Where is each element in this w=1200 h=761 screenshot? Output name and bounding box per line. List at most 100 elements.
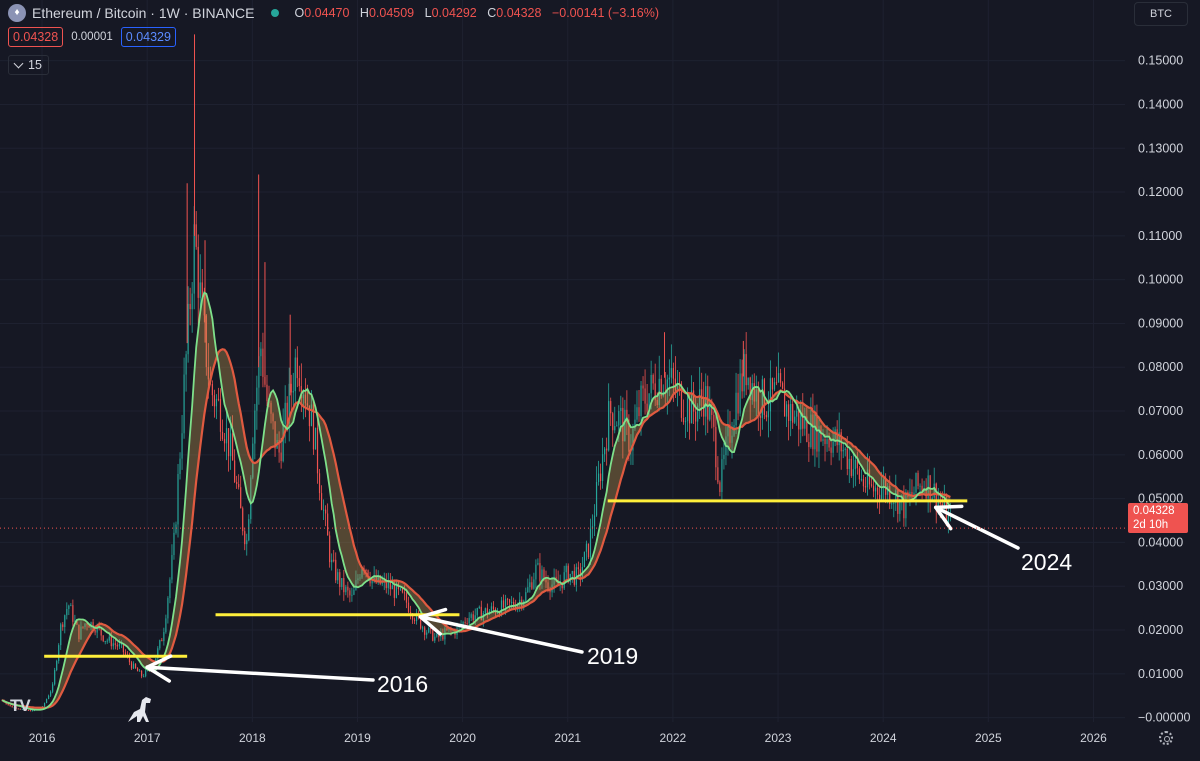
arrow-head [418, 615, 442, 636]
candle-body [50, 691, 52, 696]
candle-body [818, 426, 820, 452]
currency-button[interactable]: BTC [1134, 2, 1188, 26]
x-tick-label: 2026 [1080, 731, 1107, 745]
candle-body [171, 554, 173, 580]
indicator-toggle[interactable]: 15 [8, 55, 49, 75]
low-label: L [424, 6, 432, 20]
candle-body [561, 583, 563, 589]
candle-body [306, 403, 309, 406]
candle-body [68, 605, 70, 609]
candle-body [339, 572, 341, 587]
candle-body [852, 469, 854, 476]
candle-body [765, 414, 767, 418]
candle-body [102, 635, 104, 642]
candle-body [824, 439, 826, 445]
candle-body [616, 425, 618, 427]
candle-body [860, 479, 863, 481]
candle-body [634, 419, 636, 429]
candle-body [472, 614, 474, 621]
candle-body [195, 224, 197, 247]
candle-body [341, 578, 343, 587]
candle-body [666, 379, 668, 394]
candle-body [935, 483, 937, 510]
x-tick-label: 2021 [554, 731, 581, 745]
candle-body [238, 483, 240, 488]
candle-body [300, 386, 302, 399]
candle-body [54, 670, 56, 685]
candle-body [25, 709, 27, 711]
candle-body [116, 644, 118, 647]
candle-body [308, 405, 311, 427]
candle-body [749, 377, 751, 401]
candle-body [80, 626, 82, 640]
candle-body [21, 708, 23, 710]
candle-body [879, 494, 881, 500]
candle-body [786, 404, 788, 417]
buy-price-button[interactable]: 0.04329 [120, 27, 176, 47]
candle-body [173, 532, 175, 555]
candle-body [232, 433, 234, 461]
candle-body [804, 416, 806, 429]
market-status-icon[interactable] [270, 9, 279, 17]
candle-body [13, 707, 15, 709]
price-scale[interactable]: 0.15000 0.14000 0.13000 0.12000 0.11000 0.100… [1138, 54, 1191, 725]
candle-body [832, 439, 834, 453]
candle-body [159, 640, 161, 649]
candle-body [278, 439, 280, 453]
candle-body [246, 540, 248, 545]
y-tick-label: 0.02000 [1138, 623, 1183, 637]
gear-icon[interactable] [1159, 731, 1173, 745]
candle-body [191, 293, 193, 310]
x-tick-label: 2018 [239, 731, 266, 745]
candle-body [403, 592, 406, 594]
candle-body [434, 636, 436, 641]
candle-body [179, 458, 181, 474]
tradingview-logo[interactable]: TV [10, 696, 31, 715]
fast-ma-line [1, 291, 951, 711]
arrow-head [145, 665, 172, 683]
candle-body [369, 577, 371, 584]
candle-body [723, 454, 725, 460]
candle-body [638, 407, 640, 417]
candle-body [379, 575, 381, 585]
candle-body [783, 388, 786, 417]
candle-body [644, 388, 646, 404]
candle-body [189, 303, 191, 310]
candle-body [391, 585, 393, 590]
candle-body [138, 670, 141, 672]
candle-body [484, 608, 486, 614]
arrow-head [145, 654, 173, 670]
candle-body [19, 708, 21, 710]
candle-body [185, 354, 187, 375]
candle-body [371, 579, 373, 584]
candle-body [571, 571, 573, 574]
candle-body [828, 439, 830, 448]
candle-body [830, 447, 832, 453]
candlesticks [1, 34, 951, 712]
candle-body [130, 662, 133, 669]
candle-body [211, 384, 213, 396]
candle-body [256, 387, 258, 411]
symbol-title[interactable]: Ethereum / Bitcoin · 1W · BINANCE [32, 5, 255, 21]
dinosaur-icon[interactable] [128, 697, 151, 722]
time-scale[interactable]: 2016 2017 2018 2019 2020 2021 2022 2023 2024 2025… [29, 731, 1107, 745]
candle-body [262, 348, 264, 377]
candle-body [543, 569, 545, 580]
sell-price-button[interactable]: 0.04328 [8, 27, 64, 47]
candle-body [676, 383, 679, 391]
candle-body [112, 643, 114, 647]
candle-body [876, 487, 879, 495]
candle-body [490, 606, 493, 612]
symbol-header: ♦ Ethereum / Bitcoin · 1W · BINANCE O0.0… [8, 3, 666, 23]
candle-body [225, 428, 228, 444]
candle-body [541, 569, 543, 582]
candle-body [221, 431, 224, 439]
candle-body [618, 411, 620, 426]
candle-body [937, 500, 939, 510]
candle-body [327, 513, 329, 536]
candle-body [747, 377, 749, 386]
candle-body [217, 398, 220, 400]
y-tick-label: 0.15000 [1138, 54, 1183, 68]
candle-body [868, 469, 871, 485]
